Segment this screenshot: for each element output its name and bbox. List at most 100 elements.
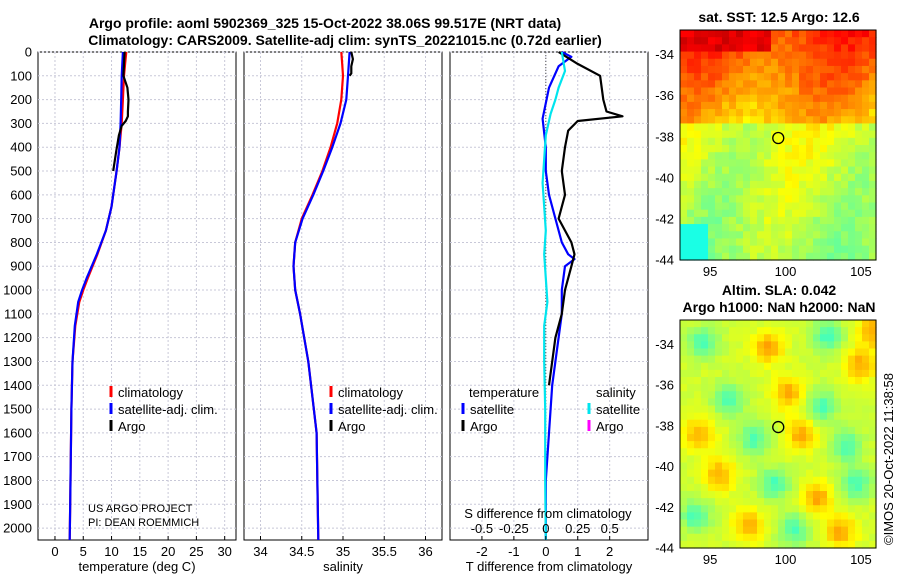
map-cell [841,434,849,442]
map-cell [848,320,856,328]
map-cell [848,231,856,240]
map-cell [764,80,772,89]
map-cell [785,58,793,67]
map-cell [855,101,863,110]
series-line-satellite-adj-clim- [292,51,351,541]
map-cell [820,498,828,506]
map-cell [806,327,814,335]
map-cell [869,216,877,225]
map-cell [806,448,814,456]
map-cell [820,419,828,428]
map-cell [848,216,856,225]
map-cell [855,533,863,542]
map-cell [750,37,758,45]
sst-map-axes [679,29,877,261]
map-cell [848,94,856,103]
map-cell [792,441,800,449]
map-cell [729,73,737,81]
map-cell [736,455,744,464]
legend-label-argo: Argo [338,419,365,434]
map-cell [764,73,772,81]
map-cell [771,109,779,117]
map-cell [869,65,877,74]
map-cell [722,419,730,428]
map-cell [834,51,842,60]
y-tick-label: 1700 [3,449,32,464]
map-cell [743,491,751,499]
map-cell [869,94,877,103]
map-cell [680,377,688,385]
map-cell [687,320,695,328]
map-cell [701,58,709,67]
map-cell [736,58,744,67]
map-cell [869,130,877,139]
map-cell [743,152,751,160]
map-cell [694,491,702,499]
map-cell [708,180,716,189]
map-cell [813,448,821,456]
map-cell [694,58,702,67]
imos-watermark: ©IMOS 20-Oct-2022 11:38:58 [881,373,896,545]
map-cell [715,173,723,182]
salinity-ticks: 34 34.5 35 35.5 36 [253,536,433,559]
map-cell [806,73,814,81]
map-cell [736,369,744,378]
map-cell [708,540,716,549]
map-cell [778,540,786,549]
map-cell [722,455,730,464]
map-cell [834,419,842,428]
map-cell [848,533,856,542]
map-cell [771,159,779,168]
map-cell [792,145,800,153]
map-cell [841,123,849,132]
map-cell [834,434,842,442]
map-cell [764,245,772,254]
map-cell [680,426,688,435]
map-cell [799,469,807,478]
map-cell [722,448,730,456]
map-cell [862,231,870,240]
map-cell [757,238,765,247]
map-cell [869,341,877,350]
map-cell [848,87,856,96]
map-cell [715,159,723,168]
map-cell [701,327,709,335]
map-cell [813,58,821,67]
map-cell [771,94,779,103]
map-cell [694,123,702,132]
map-cell [722,231,730,240]
map-cell [848,398,856,407]
map-cell [708,123,716,132]
map-cell [813,505,821,513]
map-cell [729,505,737,513]
map-cell [848,109,856,117]
map-cell [820,512,828,521]
map-cell [827,419,835,428]
map-cell [855,87,863,96]
map-cell [806,462,814,471]
map-cell [841,334,849,342]
map-cell [778,195,786,204]
map-cell [806,116,814,125]
map-cell [687,369,695,378]
map-cell [862,252,870,261]
map-cell [764,348,772,357]
map-cell [743,426,751,435]
map-cell [729,441,737,449]
map-cell [792,355,800,364]
map-cell [757,491,765,499]
map-cell [806,188,814,196]
map-cell [785,391,793,399]
map-cell [862,448,870,456]
map-cell [778,434,786,442]
map-cell [701,441,709,449]
map-cell [771,469,779,478]
map-cell [694,216,702,225]
map-cell [792,398,800,407]
map-cell [715,245,723,254]
map-cell [680,412,688,421]
sla-map-panel: Altim. SLA: 0.042 Argo h1000: NaN h2000:… [655,282,877,567]
map-cell [848,419,856,428]
map-cell [855,37,863,45]
legend-label-s-satellite: satellite [596,402,640,417]
